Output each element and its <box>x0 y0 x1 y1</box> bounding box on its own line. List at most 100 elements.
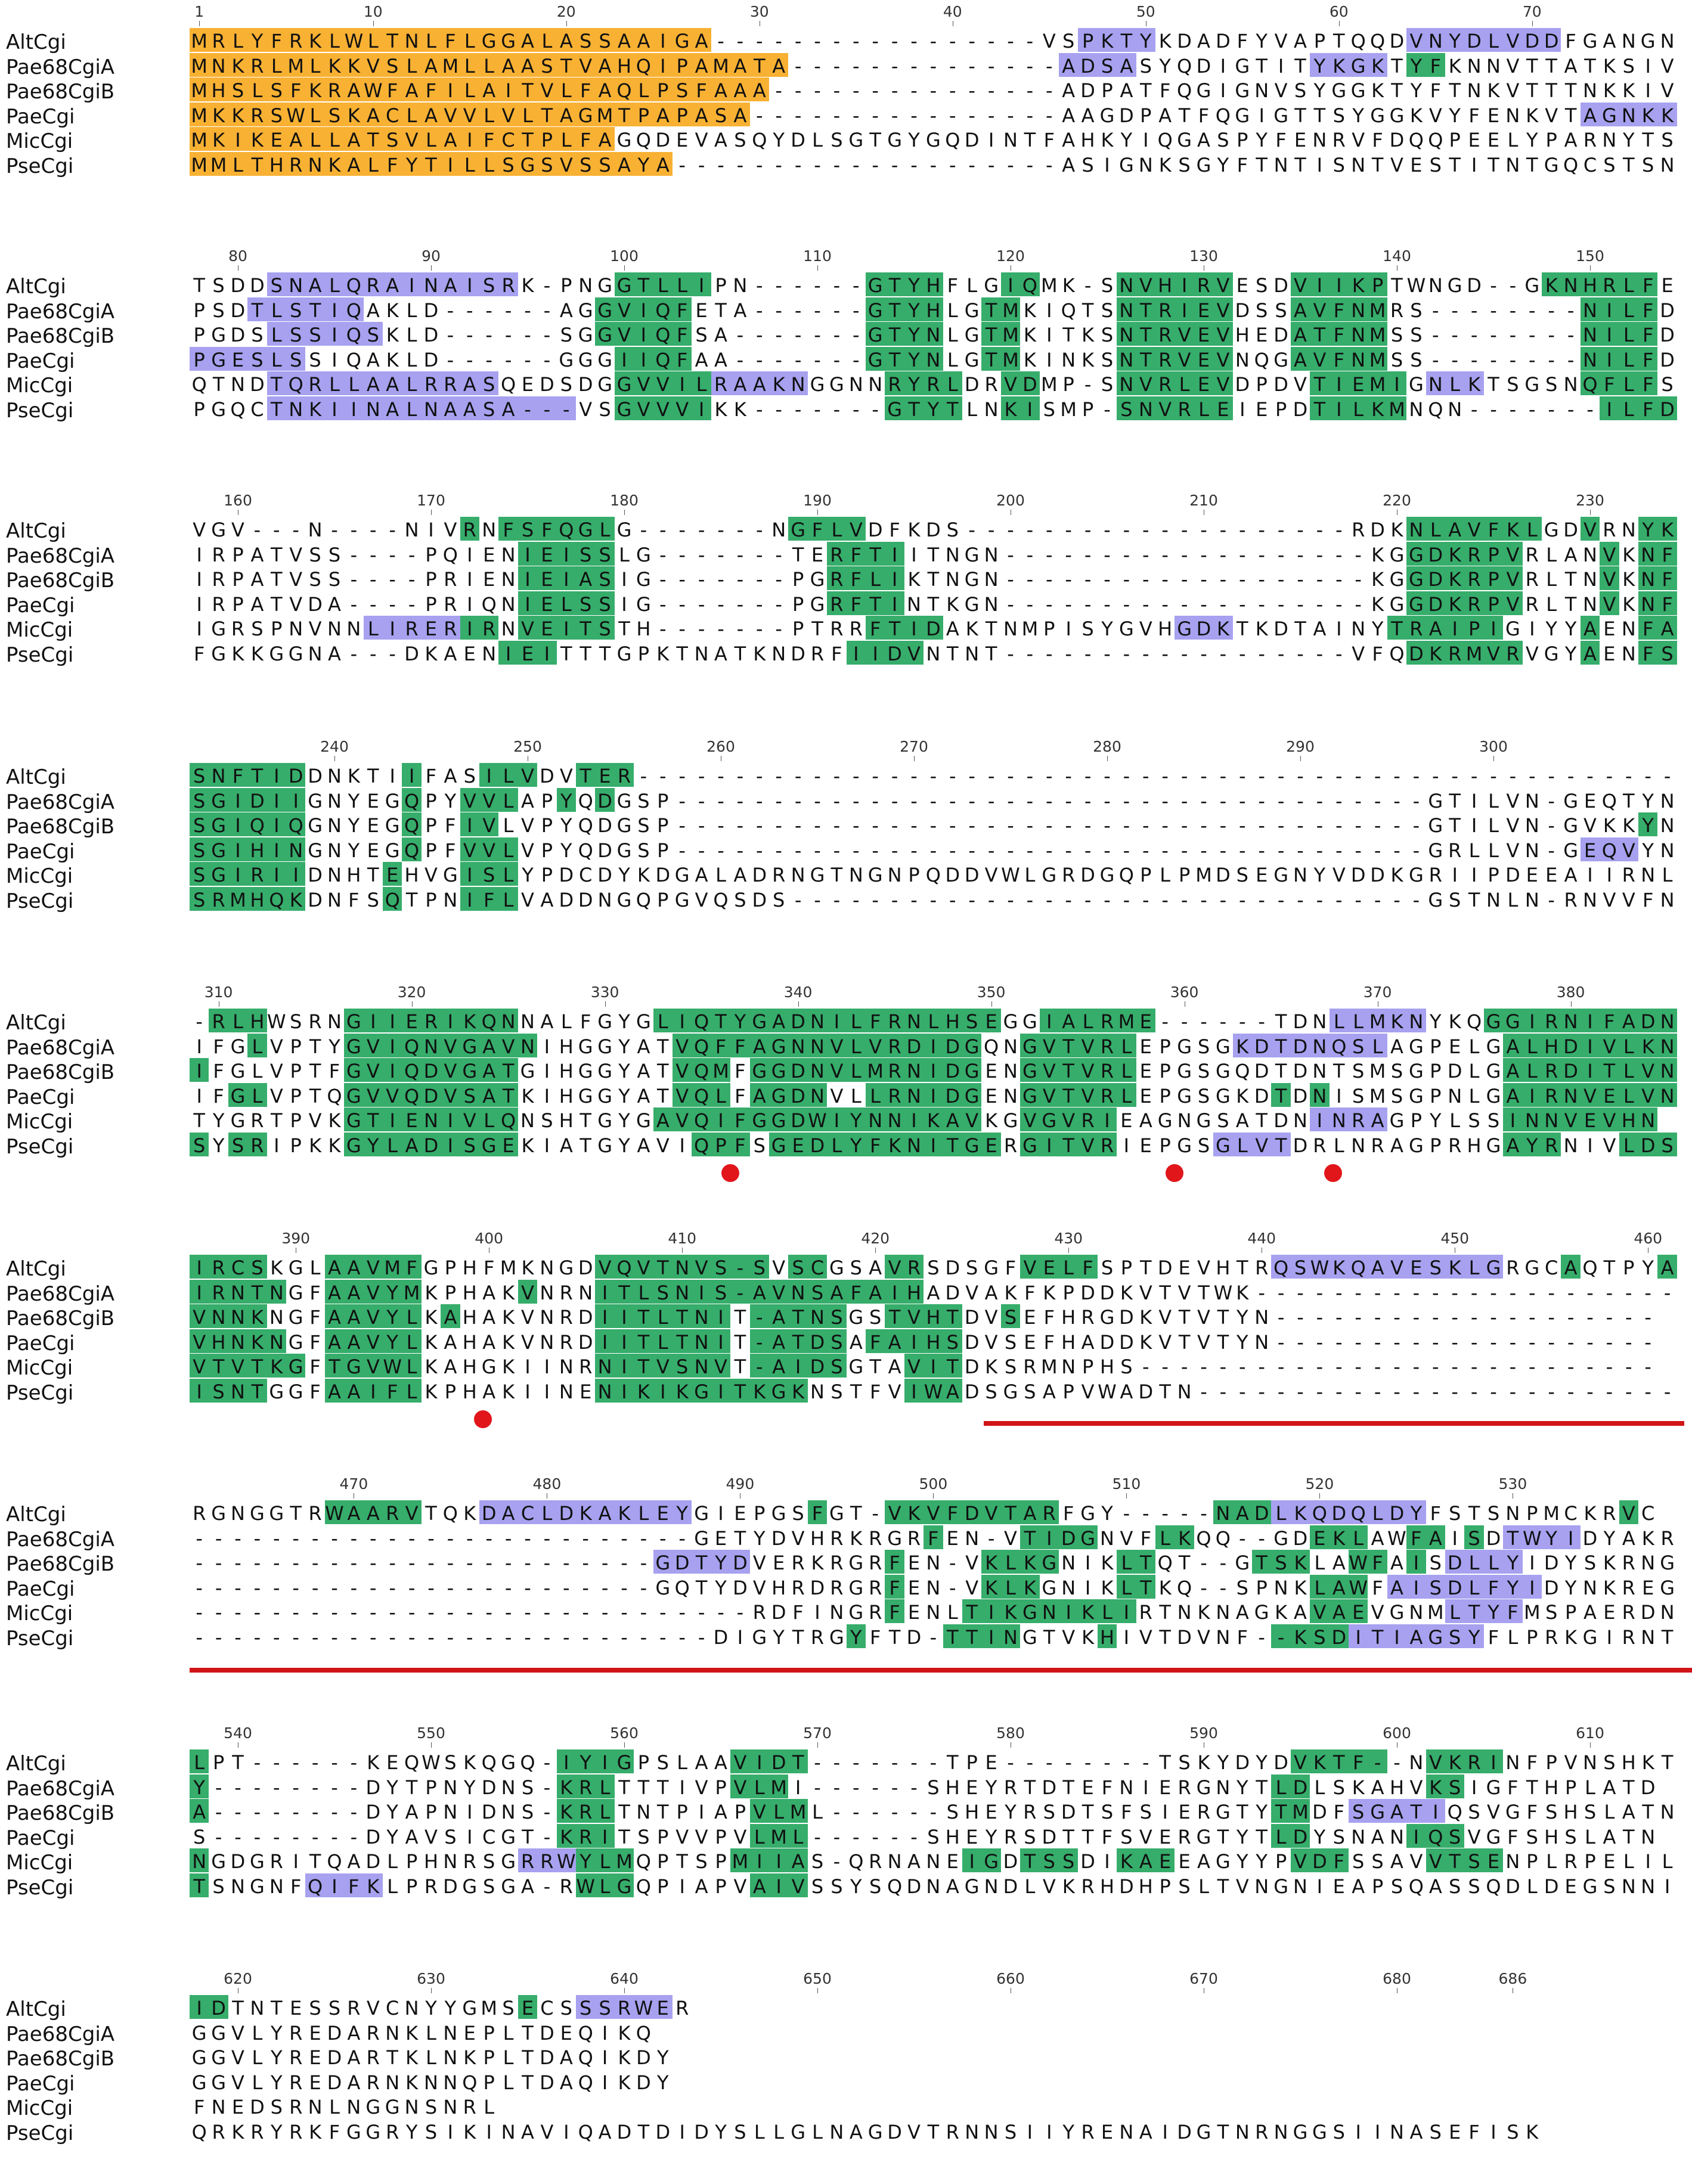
residue: - <box>1355 568 1362 591</box>
residue: T <box>576 616 596 640</box>
residue: - <box>678 765 686 787</box>
residue: - <box>1606 1281 1613 1304</box>
residue: D <box>1061 1801 1076 1823</box>
residue: I <box>595 1823 615 1848</box>
residue: T <box>676 1850 688 1873</box>
residue: V <box>363 1279 383 1304</box>
residue: T <box>1198 1281 1210 1304</box>
residue: - <box>640 1576 647 1599</box>
residue: F <box>1507 1825 1519 1848</box>
residue: - <box>1316 1380 1324 1403</box>
residue: L <box>677 1751 688 1774</box>
residue: L <box>426 2046 436 2069</box>
residue: P <box>1564 1601 1577 1624</box>
residue: R <box>1542 1058 1561 1082</box>
residue: V <box>673 1107 692 1132</box>
residue: K <box>1023 299 1036 322</box>
sequence-name: PaeCgi <box>6 1577 75 1601</box>
residue: F <box>1329 346 1349 371</box>
residue: L <box>1349 396 1368 421</box>
residue: - <box>1374 839 1381 862</box>
residue: T <box>947 642 959 665</box>
residue: D <box>1080 1281 1095 1304</box>
residue: V <box>1619 837 1638 862</box>
residue: R <box>498 272 518 297</box>
residue: V <box>1120 1527 1133 1550</box>
residue: N <box>501 1776 516 1799</box>
residue: E <box>537 541 557 566</box>
residue: - <box>1567 1330 1575 1354</box>
residue: E <box>367 839 379 862</box>
residue: P <box>1483 591 1504 616</box>
residue: S <box>637 1825 650 1848</box>
residue: Q <box>1408 129 1424 151</box>
residue: - <box>756 765 763 787</box>
residue: - <box>408 1552 416 1574</box>
residue: V <box>1561 1107 1581 1132</box>
residue: R <box>1155 322 1175 346</box>
residue: E <box>1178 1257 1191 1279</box>
residue: A <box>559 1134 573 1157</box>
residue: I <box>692 1279 711 1304</box>
residue: P <box>1410 1109 1423 1132</box>
residue: V <box>673 396 692 421</box>
residue: G <box>1215 1084 1231 1107</box>
residue: E <box>653 1995 673 2019</box>
residue: - <box>949 789 956 812</box>
residue: N <box>1621 618 1636 640</box>
residue: A <box>1062 79 1076 102</box>
residue: G <box>481 1355 497 1378</box>
residue: N <box>636 1801 651 1823</box>
residue: I <box>1606 864 1613 886</box>
sequence-name: Pae68CgiB <box>6 815 115 839</box>
residue: I <box>827 1009 847 1033</box>
residue: R <box>559 1281 573 1304</box>
residue: A <box>556 28 576 52</box>
residue: R <box>810 642 825 665</box>
residue: - <box>427 1601 435 1624</box>
residue: T <box>618 618 630 640</box>
residue: W <box>576 1873 596 1898</box>
residue: A <box>598 2120 612 2143</box>
residue: I <box>428 519 434 541</box>
residue: - <box>1123 592 1130 616</box>
residue: - <box>1393 1380 1400 1403</box>
residue: R <box>559 1306 573 1329</box>
residue: - <box>1529 1306 1536 1329</box>
residue: - <box>311 1527 319 1550</box>
position-tick-label: 686 <box>1498 1970 1527 1987</box>
residue: E <box>1487 129 1500 151</box>
residue: - <box>601 1625 609 1649</box>
residue: I <box>190 1255 209 1279</box>
residue: V <box>1158 1306 1172 1329</box>
residue: G <box>1331 79 1347 102</box>
residue: V <box>653 396 673 421</box>
residue: S <box>1217 1109 1229 1132</box>
residue: A <box>849 2120 863 2143</box>
residue: T <box>943 1624 962 1649</box>
residue: S <box>1120 1355 1133 1378</box>
residue: Q <box>578 814 593 837</box>
residue: A <box>190 1799 209 1823</box>
residue: S <box>595 616 615 640</box>
residue: I <box>1239 398 1245 421</box>
residue: - <box>1219 814 1227 837</box>
residue: T <box>1391 274 1403 297</box>
residue: K <box>1255 618 1268 640</box>
residue: - <box>929 789 937 812</box>
residue: T <box>1310 396 1330 421</box>
residue: G <box>191 2046 207 2069</box>
residue: T <box>421 151 441 176</box>
residue: K <box>1487 79 1500 102</box>
residue: T <box>271 1997 283 2019</box>
residue: G <box>1099 104 1115 127</box>
residue: I <box>556 1749 576 1774</box>
residue: S <box>1622 54 1635 77</box>
residue: M <box>1000 322 1021 346</box>
residue: G <box>597 1010 612 1033</box>
residue: I <box>266 862 286 886</box>
sequence-name: PaeCgi <box>6 104 75 129</box>
residue: H <box>559 1084 574 1107</box>
residue: - <box>273 1601 280 1624</box>
residue: G <box>614 396 634 421</box>
